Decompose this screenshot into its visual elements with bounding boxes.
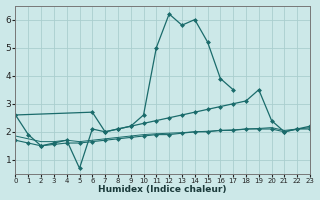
X-axis label: Humidex (Indice chaleur): Humidex (Indice chaleur) [99,185,227,194]
